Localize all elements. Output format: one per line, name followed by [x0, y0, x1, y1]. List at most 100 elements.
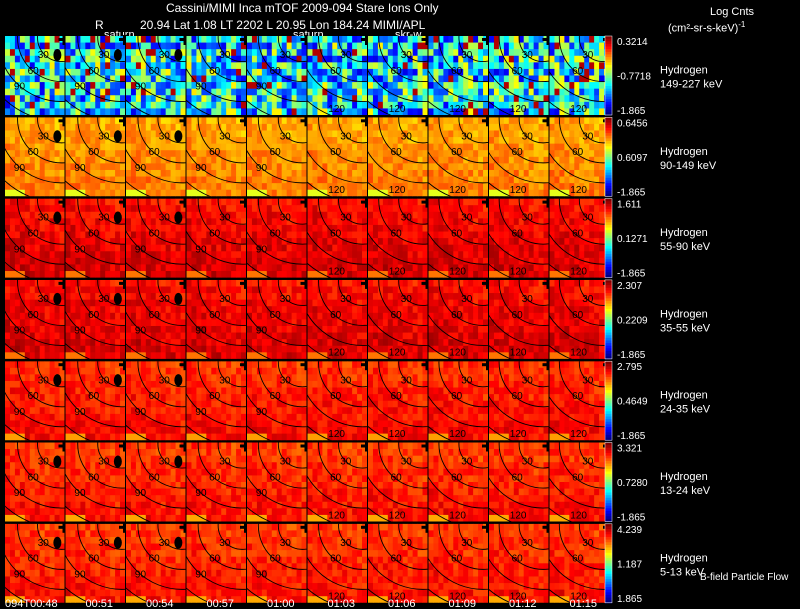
contour-arc [37, 442, 65, 469]
contour-arc [277, 117, 307, 144]
panel-r1-c6: 30 60 120 [368, 117, 428, 197]
energy-label: 24-35 keV [660, 404, 711, 416]
contour-label: 60 [451, 554, 463, 565]
contour-label: 90 [14, 244, 26, 255]
colorbar-segment [605, 143, 612, 147]
contour-label: 90 [135, 570, 147, 581]
contour-label: 60 [330, 147, 342, 158]
colorbar-mid-label: 0.4649 [617, 397, 648, 408]
contour-arc [578, 198, 609, 225]
corner-marker [119, 363, 131, 367]
contour-arc [428, 395, 488, 428]
contour-label: 30 [38, 294, 50, 305]
contour-arc [458, 117, 488, 144]
corner-marker [482, 38, 494, 41]
contour-arc [558, 523, 609, 570]
contour-label: 30 [340, 213, 352, 224]
panel-r1-c9: 30 60 120 [549, 117, 609, 197]
colorbar-segment [605, 293, 612, 297]
colorbar-segment [605, 306, 612, 310]
contour-label: 60 [88, 310, 100, 321]
saturn-blob [174, 455, 183, 468]
colorbar-segment [605, 314, 612, 318]
contour-arc [549, 233, 609, 265]
contour-arc [489, 314, 549, 346]
colorbar-min-label: -1.865 [617, 513, 646, 524]
contour-label: 60 [149, 310, 161, 321]
panel-r3-c7: 30 60 120 [428, 279, 488, 359]
contour-arc [498, 523, 549, 570]
contour-arc [558, 36, 609, 83]
contour-label: 30 [219, 131, 231, 142]
colorbar-segment [605, 319, 612, 323]
colorbar-segment [605, 374, 612, 378]
contour-arc [97, 198, 125, 225]
contour-label: 90 [135, 407, 147, 418]
colorbar-segment [605, 295, 612, 299]
contour-label: 60 [88, 229, 100, 240]
contour-label: 30 [340, 457, 352, 468]
colorbar-mid-label: 0.6097 [617, 153, 648, 164]
colorbar-segment [605, 558, 612, 562]
contour-label: 30 [582, 457, 594, 468]
energy-label: 13-24 keV [660, 485, 711, 497]
panel-r4-c9: 30 60 120 [549, 361, 609, 441]
colorbar-segment [605, 482, 612, 486]
contour-label: 120 [510, 185, 527, 196]
contour-arc [549, 152, 609, 184]
contour-label: 120 [570, 104, 587, 115]
colorbar-segment [605, 243, 612, 247]
corner-marker [179, 200, 192, 204]
contour-label: 90 [135, 82, 147, 93]
contour-arc [398, 36, 428, 63]
colorbar-segment [605, 180, 612, 184]
time-tick-label: 01:00 [267, 598, 295, 609]
contour-label: 30 [340, 375, 352, 386]
contour-label: 60 [28, 66, 40, 77]
contour-label: 60 [451, 391, 463, 402]
colorbar-segment [605, 565, 612, 570]
contour-label: 30 [219, 538, 231, 549]
colorbar-segment [605, 529, 612, 533]
contour-arc [307, 475, 367, 509]
contour-arc [65, 473, 125, 509]
saturn-blob [53, 48, 62, 61]
colorbar-segment [605, 198, 612, 202]
contour-label: 30 [159, 131, 171, 142]
contour-arc [17, 279, 65, 326]
contour-arc [5, 66, 65, 103]
corner-marker [58, 525, 71, 529]
panel-r6-c7: 30 60 120 [428, 523, 488, 603]
colorbar-segment [605, 101, 612, 105]
colorbar-segment [605, 274, 612, 279]
contour-label: 60 [330, 310, 342, 321]
panel-r6-c8: 30 60 120 [489, 523, 549, 603]
contour-label: 30 [401, 294, 413, 305]
contour-label: 30 [401, 50, 413, 61]
colorbar-segment [605, 356, 612, 360]
colorbar-frame [604, 35, 613, 116]
colorbar-segment [605, 159, 612, 163]
colorbar-segment [605, 445, 612, 449]
contour-arc [428, 70, 488, 103]
colorbar-segment [605, 536, 612, 541]
saturn-blob [113, 374, 122, 387]
contour-label: 60 [209, 66, 221, 77]
contour-arc [17, 523, 65, 570]
contour-label: 60 [391, 229, 403, 240]
panel-r2-c9: 30 60 120 [549, 198, 609, 278]
colorbar-segment [605, 57, 612, 61]
contour-label: 30 [219, 375, 231, 386]
contour-arc [126, 67, 186, 103]
colorbar-segment [605, 193, 612, 197]
colorbar-segment [605, 403, 612, 407]
corner-marker [482, 200, 494, 204]
colorbar-segment [605, 424, 612, 428]
colorbar-frame [604, 117, 613, 197]
panel-r1-c8: 30 60 120 [489, 117, 549, 197]
colorbar-segment [605, 240, 612, 244]
colorbar-segment [605, 272, 612, 276]
contour-arc [247, 475, 307, 509]
species-label: Hydrogen [660, 390, 708, 402]
